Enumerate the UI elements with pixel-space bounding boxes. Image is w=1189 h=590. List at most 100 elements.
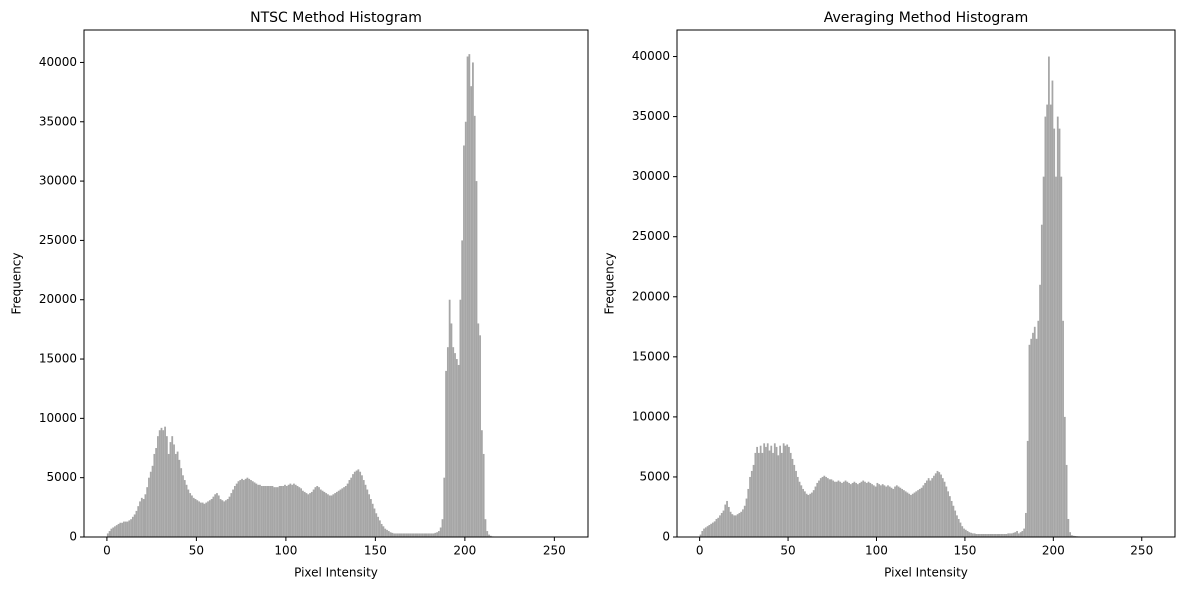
bar — [112, 527, 115, 537]
bar — [906, 492, 909, 537]
bar — [119, 522, 122, 537]
bar — [862, 480, 865, 537]
bar — [276, 487, 279, 537]
bar — [353, 471, 356, 537]
bar — [986, 533, 988, 537]
bar — [439, 527, 442, 537]
bar — [784, 445, 787, 537]
y-tick-label: 5000 — [639, 469, 670, 483]
bar — [404, 533, 406, 537]
bar — [264, 485, 267, 537]
bar — [940, 474, 942, 537]
bar — [332, 494, 335, 537]
bar — [429, 533, 431, 537]
bar — [436, 532, 439, 537]
bar — [1051, 80, 1054, 537]
bar — [174, 453, 177, 537]
bar — [389, 532, 392, 537]
bar — [480, 430, 483, 537]
bar — [144, 494, 147, 537]
bar — [278, 485, 281, 537]
bar — [448, 299, 451, 537]
bar — [954, 510, 957, 537]
bar — [956, 515, 958, 537]
bar — [402, 533, 405, 537]
bar — [135, 510, 138, 537]
bar — [106, 533, 109, 537]
bar — [1035, 338, 1038, 537]
bar — [178, 459, 181, 537]
bar — [805, 493, 808, 537]
bar — [945, 486, 948, 537]
bar — [747, 488, 750, 537]
bar — [936, 470, 939, 537]
bar — [271, 485, 274, 537]
bar — [196, 500, 199, 537]
bar — [1053, 128, 1056, 538]
bar — [795, 470, 797, 537]
bar — [212, 496, 215, 537]
bar — [463, 145, 465, 537]
bar — [927, 478, 930, 537]
bar — [798, 481, 801, 537]
bar — [425, 533, 428, 537]
bar — [994, 533, 997, 537]
bar — [761, 452, 764, 537]
bar — [309, 493, 311, 537]
bar — [420, 533, 422, 537]
bar — [244, 478, 247, 537]
bar — [110, 528, 113, 537]
x-tick-label: 50 — [780, 544, 795, 558]
bar — [314, 487, 317, 537]
bar — [452, 347, 455, 537]
bar — [858, 482, 861, 537]
bar — [319, 489, 322, 537]
bar — [146, 487, 149, 537]
x-tick-label: 150 — [953, 544, 976, 558]
bar — [438, 531, 440, 537]
bar — [1003, 533, 1006, 537]
bar — [842, 481, 845, 537]
bar — [1040, 224, 1043, 537]
bar — [715, 518, 718, 537]
bar — [400, 533, 403, 537]
bar — [722, 510, 725, 537]
bar — [230, 493, 233, 537]
bar — [282, 485, 285, 537]
bar — [950, 500, 953, 537]
bar — [926, 480, 928, 537]
bar — [454, 353, 456, 537]
y-axis-label: Frequency — [10, 253, 24, 315]
bar — [157, 436, 159, 537]
bar — [703, 528, 705, 537]
bar — [1037, 320, 1040, 537]
bar — [242, 480, 245, 537]
bar — [823, 475, 826, 537]
bar — [223, 501, 226, 537]
bar — [922, 485, 925, 537]
bar — [938, 472, 941, 537]
bar — [352, 474, 354, 537]
y-tick-label: 35000 — [39, 114, 77, 128]
bar — [1065, 464, 1068, 537]
bar — [964, 529, 967, 537]
bar — [968, 532, 971, 537]
bar — [786, 444, 789, 537]
bar — [373, 508, 376, 537]
bar — [910, 494, 912, 537]
bar — [717, 517, 720, 537]
bar — [846, 481, 849, 537]
bar — [479, 335, 481, 537]
bar — [895, 485, 898, 537]
bar — [1000, 533, 1003, 537]
bar — [117, 523, 120, 537]
bar — [321, 490, 324, 537]
bar — [812, 490, 815, 537]
bar — [298, 487, 301, 537]
bar — [765, 446, 767, 537]
y-tick-label: 10000 — [39, 411, 77, 425]
bar — [720, 512, 723, 537]
y-tick-label: 0 — [662, 530, 670, 544]
bar — [857, 484, 859, 537]
bar — [366, 489, 369, 537]
